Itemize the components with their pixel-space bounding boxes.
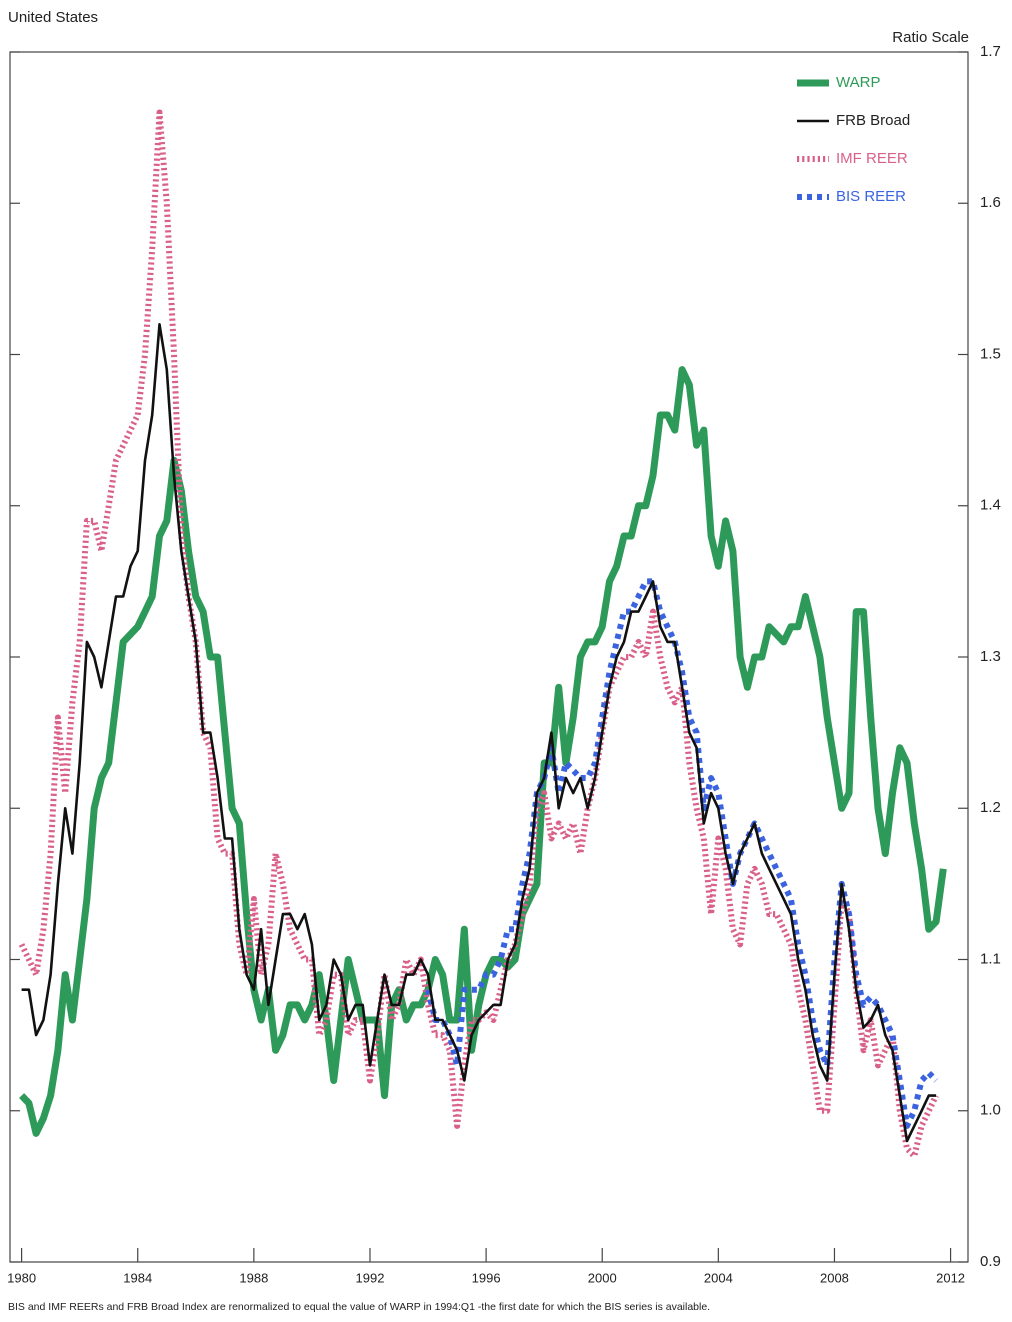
chart-title: United States	[8, 9, 98, 26]
x-tick-label: 1984	[123, 1270, 152, 1285]
y-tick-label: 1.3	[980, 648, 1001, 665]
footnote: BIS and IMF REERs and FRB Broad Index ar…	[8, 1301, 710, 1313]
x-tick-label: 2008	[820, 1270, 849, 1285]
y-tick-label: 0.9	[980, 1253, 1001, 1270]
x-tick-label: 2004	[704, 1270, 733, 1285]
y-axis-label: Ratio Scale	[892, 29, 969, 46]
legend-label: IMF REER	[836, 150, 908, 167]
x-tick-label: 1980	[7, 1270, 36, 1285]
legend-label: FRB Broad	[836, 112, 910, 129]
legend-label: WARP	[836, 74, 880, 91]
plot-frame	[9, 51, 969, 1263]
y-tick-label: 1.2	[980, 799, 1001, 816]
legend-label: BIS REER	[836, 188, 906, 205]
y-tick-label: 1.6	[980, 194, 1001, 211]
series-line	[19, 366, 947, 1137]
y-tick-label: 1.5	[980, 345, 1001, 362]
x-tick-label: 1988	[239, 1270, 268, 1285]
series-line	[21, 323, 937, 1143]
x-tick-label: 1996	[472, 1270, 501, 1285]
y-tick-label: 1.1	[980, 950, 1001, 967]
series-line	[425, 578, 939, 1129]
y-tick-label: 1.7	[980, 43, 1001, 60]
x-tick-label: 2012	[936, 1270, 965, 1285]
y-tick-label: 1.0	[980, 1102, 1001, 1119]
x-tick-label: 2000	[588, 1270, 617, 1285]
y-tick-label: 1.4	[980, 497, 1001, 514]
x-tick-label: 1992	[356, 1270, 385, 1285]
